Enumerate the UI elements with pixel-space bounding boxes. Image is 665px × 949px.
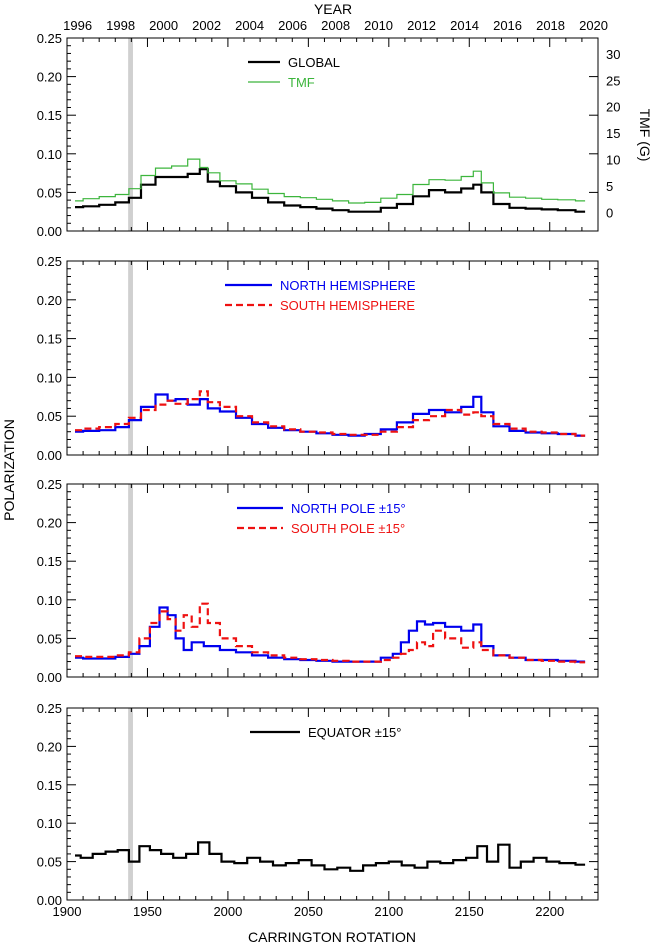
panel-1: 0.00 0.05 0.10 0.15 0.20 0.25 0 5 10 15 20 25 30 GLOB… <box>37 31 621 239</box>
right-axis-title: TMF (G) <box>637 109 653 162</box>
y-tick-label: 0.25 <box>37 477 62 492</box>
panel-2: 0.00 0.05 0.10 0.15 0.20 0.25 NORTH HEMISPHERE… <box>37 254 599 463</box>
y-tick-label: 0.05 <box>37 855 62 870</box>
legend-label: TMF <box>288 75 315 90</box>
y-tick-label: 0.10 <box>37 816 62 831</box>
year-tick-labels: 1996 1998 2000 2002 2004 2006 2008 2010 2012 2014… <box>63 18 608 33</box>
tmf-tick-label: 10 <box>606 153 620 168</box>
panel-3: 0.00 0.05 0.10 0.15 0.20 0.25 NORTH POLE ±15° S… <box>37 477 599 685</box>
year-tick-label: 2004 <box>235 18 264 33</box>
panel-frame <box>66 37 599 232</box>
y-tick-label: 0.20 <box>37 516 62 531</box>
y-tick-label: 0.20 <box>37 739 62 754</box>
year-tick-label: 2018 <box>536 18 565 33</box>
y-tick-label: 0.25 <box>37 701 62 716</box>
top-axis-title: YEAR <box>314 1 352 17</box>
x-tick-label: 1950 <box>133 904 162 919</box>
y-tick-label: 0.25 <box>37 254 62 269</box>
y-tick-label: 0.00 <box>37 670 62 685</box>
series-line-equator- <box>75 841 586 872</box>
x-tick-label: 2100 <box>374 904 403 919</box>
year-tick-label: 2010 <box>364 18 393 33</box>
legend-label: GLOBAL <box>288 55 340 70</box>
y-tick-label: 0.25 <box>37 31 62 46</box>
legend-label: SOUTH POLE ±15° <box>291 521 405 536</box>
series-line-tmf <box>75 158 586 204</box>
tmf-tick-label: 5 <box>606 179 613 194</box>
tmf-tick-label: 25 <box>606 73 620 88</box>
year-tick-label: 1998 <box>106 18 135 33</box>
y-tick-label: 0.00 <box>37 224 62 239</box>
y-tick-label: 0.15 <box>37 108 62 123</box>
tmf-tick-label: 20 <box>606 100 620 115</box>
year-tick-label: 2014 <box>450 18 479 33</box>
series-line-global <box>75 168 586 213</box>
tmf-tick-label: 30 <box>606 47 620 62</box>
panel-frame <box>66 483 599 678</box>
tmf-tick-label: 0 <box>606 205 613 220</box>
series-line-south-pole- <box>75 602 586 664</box>
year-tick-label: 2008 <box>321 18 350 33</box>
x-tick-label: 2050 <box>294 904 323 919</box>
y-tick-label: 0.00 <box>37 893 62 908</box>
y-tick-label: 0.20 <box>37 293 62 308</box>
series-line-north-pole- <box>75 606 586 663</box>
legend-label: NORTH HEMISPHERE <box>280 278 416 293</box>
y-tick-label: 0.10 <box>37 593 62 608</box>
year-tick-label: 2012 <box>407 18 436 33</box>
legend-label: SOUTH HEMISPHERE <box>280 298 415 313</box>
legend-label: EQUATOR ±15° <box>308 725 402 740</box>
x-tick-label: 2200 <box>535 904 564 919</box>
gray-band <box>128 484 133 677</box>
x-tick-label: 2150 <box>455 904 484 919</box>
panel-4: 0.00 0.05 0.10 0.15 0.20 0.25 1900 1950 2000 2050… <box>37 701 599 919</box>
y-tick-label: 0.10 <box>37 147 62 162</box>
year-tick-label: 2016 <box>493 18 522 33</box>
y-tick-label: 0.05 <box>37 631 62 646</box>
y-tick-label: 0.00 <box>37 448 62 463</box>
bottom-axis-title: CARRINGTON ROTATION <box>248 929 416 945</box>
tmf-tick-label: 15 <box>606 126 620 141</box>
y-axis-title: POLARIZATION <box>1 419 17 521</box>
chart-panels: 0.00 0.05 0.10 0.15 0.20 0.25 0 5 10 15 20 25 30 GLOB… <box>37 31 621 919</box>
panel-frame <box>66 707 599 901</box>
y-tick-label: 0.15 <box>37 332 62 347</box>
y-tick-label: 0.15 <box>37 778 62 793</box>
gray-band <box>128 708 133 900</box>
y-tick-label: 0.10 <box>37 370 62 385</box>
year-tick-label: 2020 <box>579 18 608 33</box>
year-tick-label: 1996 <box>63 18 92 33</box>
y-tick-label: 0.05 <box>37 185 62 200</box>
x-tick-label: 1900 <box>53 904 82 919</box>
gray-band <box>128 261 133 455</box>
gray-band <box>128 38 133 231</box>
y-tick-label: 0.15 <box>37 554 62 569</box>
y-tick-label: 0.20 <box>37 70 62 85</box>
panel-frame <box>66 260 599 456</box>
year-tick-label: 2006 <box>278 18 307 33</box>
y-tick-label: 0.05 <box>37 409 62 424</box>
year-tick-label: 2002 <box>192 18 221 33</box>
x-tick-label: 2000 <box>213 904 242 919</box>
series-line-north-hemisphere <box>75 393 586 437</box>
series-line-south-hemisphere <box>75 390 586 437</box>
legend-label: NORTH POLE ±15° <box>291 501 406 516</box>
year-tick-label: 2000 <box>149 18 178 33</box>
